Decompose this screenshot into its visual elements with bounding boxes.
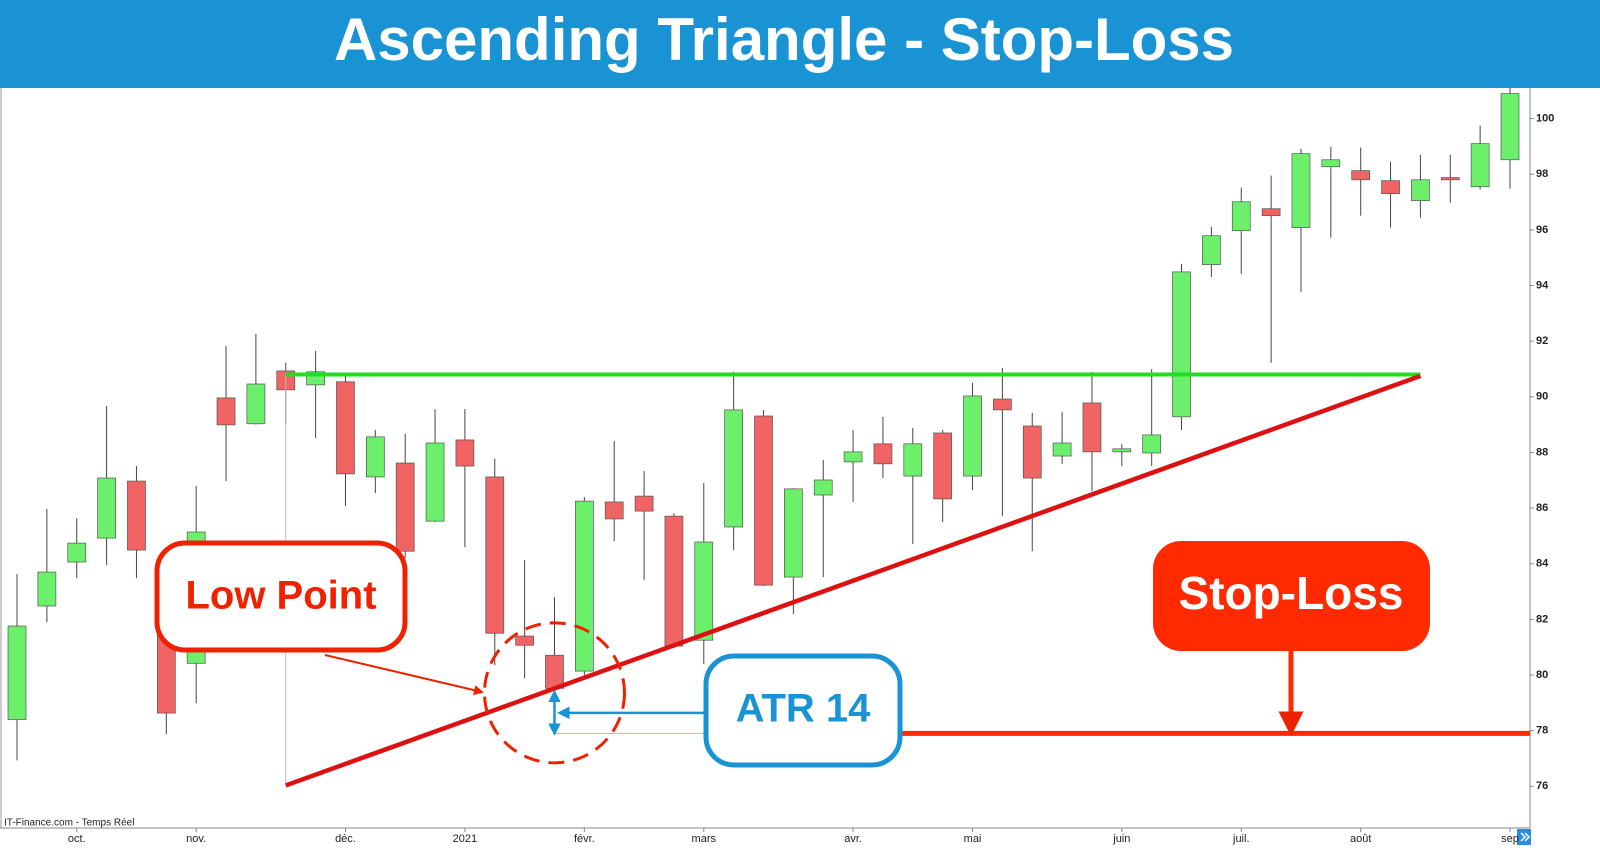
candle-body xyxy=(216,397,236,426)
x-tick-label: févr. xyxy=(574,833,595,845)
candle-body xyxy=(1231,201,1251,232)
x-tick-label: nov. xyxy=(186,833,206,845)
candle-body xyxy=(813,479,833,496)
x-tick-label: juil. xyxy=(1232,833,1250,845)
candle-body xyxy=(1202,235,1221,266)
stop-loss-label: Stop-Loss xyxy=(1179,567,1404,619)
candle-body xyxy=(7,625,27,720)
candle-body xyxy=(395,462,415,552)
candle-body xyxy=(604,501,624,520)
candle-body xyxy=(365,436,385,478)
candle-body xyxy=(1261,208,1281,217)
candle-body xyxy=(37,571,57,607)
y-tick-label: 76 xyxy=(1536,780,1548,792)
y-tick-label: 88 xyxy=(1536,446,1548,458)
candle-body xyxy=(1022,425,1042,479)
candle-body xyxy=(724,409,743,528)
candle-body xyxy=(1291,153,1311,229)
chart-title: Ascending Triangle - Stop-Loss xyxy=(334,6,1234,73)
y-tick-label: 90 xyxy=(1536,391,1548,403)
atr-label: ATR 14 xyxy=(736,687,872,731)
low-point-circle xyxy=(482,621,626,765)
candle-body xyxy=(1082,402,1102,453)
candle-body xyxy=(485,476,505,634)
x-tick-label: 2021 xyxy=(453,833,477,845)
x-tick-label: mai xyxy=(964,833,982,845)
candle-body xyxy=(1381,180,1400,195)
candle-body xyxy=(1052,442,1072,457)
low-point-label: Low Point xyxy=(185,574,376,618)
candle-body xyxy=(634,495,654,512)
y-tick-label: 92 xyxy=(1536,335,1548,347)
y-tick-label: 100 xyxy=(1536,113,1554,125)
low-point-box xyxy=(154,540,408,653)
x-tick-label: juin xyxy=(1112,833,1130,845)
y-tick-label: 78 xyxy=(1536,725,1548,737)
candle-body xyxy=(843,451,863,463)
candle-body xyxy=(1500,93,1520,161)
candle-body xyxy=(993,398,1012,411)
candle-body xyxy=(694,541,714,641)
candle-body xyxy=(455,439,475,467)
scroll-icon xyxy=(1520,832,1531,842)
y-tick-label: 80 xyxy=(1536,669,1548,681)
source: IT-Finance.com - Temps Réel xyxy=(4,818,134,829)
x-tick-label: août xyxy=(1350,833,1371,845)
candle-body xyxy=(67,542,87,563)
candle-body xyxy=(1440,177,1460,181)
candle-body xyxy=(575,500,594,672)
candle-body xyxy=(784,488,803,578)
candle-body xyxy=(1112,448,1132,453)
title-banner xyxy=(0,0,1600,88)
trendline xyxy=(284,373,1422,788)
candle-body xyxy=(903,443,923,477)
candle-body xyxy=(754,415,773,586)
low-point-pointer xyxy=(324,654,484,696)
x-tick-label: déc. xyxy=(335,833,356,845)
candle-body xyxy=(963,395,982,477)
candle-body xyxy=(515,635,534,646)
y-tick-label: 94 xyxy=(1536,279,1549,291)
y-tick-label: 84 xyxy=(1536,558,1549,570)
candle-body xyxy=(1411,179,1430,202)
candle-body xyxy=(1142,434,1162,454)
candle-body xyxy=(127,480,146,551)
candle-body xyxy=(246,383,266,425)
candle-body xyxy=(336,381,355,475)
candle-body xyxy=(933,432,953,500)
y-tick-label: 98 xyxy=(1536,168,1548,180)
y-tick-label: 82 xyxy=(1536,613,1548,625)
y-tick-label: 96 xyxy=(1536,224,1548,236)
candle-body xyxy=(1321,159,1341,168)
candle-body xyxy=(1351,170,1371,181)
x-tick-label: sep xyxy=(1501,833,1519,845)
candle-body xyxy=(1470,143,1490,188)
candle-body xyxy=(545,654,564,689)
candle-body xyxy=(873,443,893,465)
atr-box xyxy=(703,653,903,768)
x-tick-label: avr. xyxy=(844,833,862,845)
candle-body xyxy=(1172,271,1191,418)
candle-body xyxy=(97,477,116,539)
candle-body xyxy=(425,442,445,522)
y-tick-label: 86 xyxy=(1536,502,1548,514)
x-tick-label: oct. xyxy=(68,833,86,845)
x-tick-label: mars xyxy=(692,833,717,845)
stop-loss-box xyxy=(1153,541,1430,651)
candle-body xyxy=(664,515,684,647)
